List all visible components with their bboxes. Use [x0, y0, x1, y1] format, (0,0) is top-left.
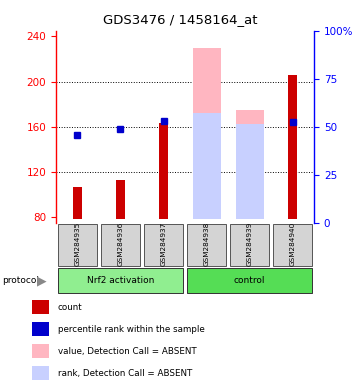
Bar — [32, 300, 49, 314]
Text: GSM284940: GSM284940 — [290, 222, 296, 266]
Text: value, Detection Call = ABSENT: value, Detection Call = ABSENT — [58, 347, 196, 356]
FancyBboxPatch shape — [230, 223, 269, 266]
Text: GSM284938: GSM284938 — [204, 222, 209, 266]
Text: GSM284939: GSM284939 — [247, 222, 253, 266]
FancyBboxPatch shape — [273, 223, 312, 266]
Text: percentile rank within the sample: percentile rank within the sample — [58, 325, 205, 334]
FancyBboxPatch shape — [101, 223, 140, 266]
FancyBboxPatch shape — [187, 268, 312, 293]
Bar — [192, 113, 221, 219]
Bar — [73, 187, 82, 219]
Bar — [288, 75, 297, 219]
Bar — [236, 124, 264, 219]
Text: Nrf2 activation: Nrf2 activation — [87, 276, 154, 285]
Text: GSM284936: GSM284936 — [117, 222, 123, 266]
FancyBboxPatch shape — [58, 268, 183, 293]
Text: ▶: ▶ — [37, 274, 46, 287]
Bar — [32, 366, 49, 380]
FancyBboxPatch shape — [144, 223, 183, 266]
Text: control: control — [234, 276, 265, 285]
Bar — [192, 48, 221, 219]
Bar — [32, 344, 49, 358]
Bar — [159, 123, 168, 219]
Text: GSM284935: GSM284935 — [74, 222, 81, 266]
Bar — [236, 110, 264, 219]
Bar — [32, 322, 49, 336]
Bar — [116, 180, 125, 219]
Text: count: count — [58, 303, 82, 312]
Text: protocol: protocol — [2, 276, 39, 285]
Text: GDS3476 / 1458164_at: GDS3476 / 1458164_at — [103, 13, 258, 26]
Text: rank, Detection Call = ABSENT: rank, Detection Call = ABSENT — [58, 369, 192, 377]
FancyBboxPatch shape — [187, 223, 226, 266]
FancyBboxPatch shape — [58, 223, 97, 266]
Text: GSM284937: GSM284937 — [161, 222, 166, 266]
